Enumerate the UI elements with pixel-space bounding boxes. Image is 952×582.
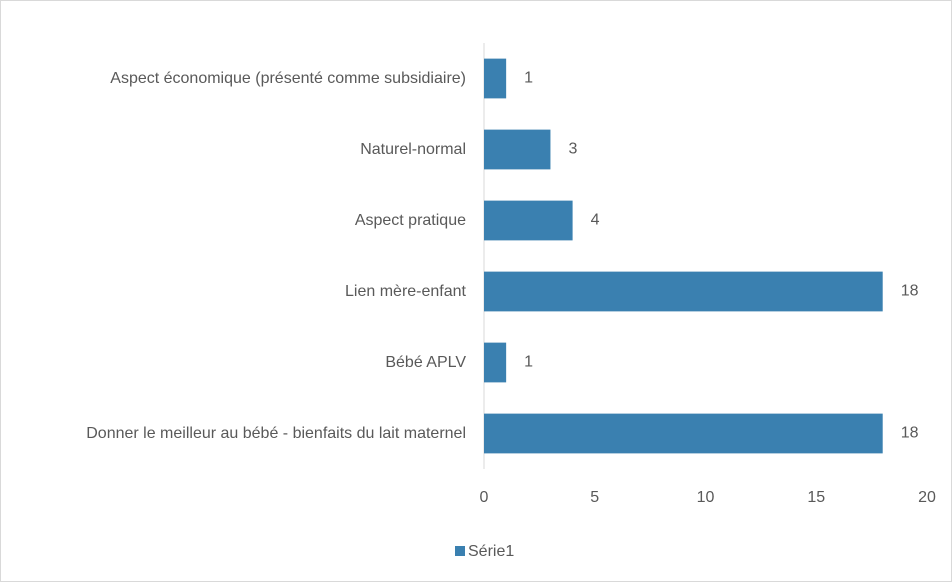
category-label-box: Donner le meilleur au bébé - bienfaits d…: [11, 423, 466, 445]
bar: [484, 413, 883, 454]
bar: [484, 129, 551, 170]
data-label: 18: [901, 283, 919, 300]
y-tick-label: Bébé APLV: [385, 353, 466, 371]
bar: [484, 342, 507, 383]
x-tick-label: 5: [590, 489, 599, 506]
y-tick-label: Aspect économique (présenté comme subsid…: [110, 69, 466, 87]
x-tick-label: 10: [697, 489, 715, 506]
category-label-box: Aspect pratique: [11, 210, 466, 232]
y-tick-label: Aspect pratique: [354, 211, 466, 229]
data-label: 4: [591, 212, 600, 229]
legend-label: Série1: [468, 543, 514, 560]
data-label: 1: [524, 354, 533, 371]
x-tick-label: 15: [807, 489, 825, 506]
bar: [484, 200, 573, 241]
category-label-box: Lien mère-enfant: [11, 281, 466, 303]
y-tick-label: Naturel-normal: [360, 140, 466, 158]
x-tick-label: 0: [480, 489, 489, 506]
legend-swatch: [455, 546, 465, 556]
bar: [484, 271, 883, 312]
category-label-box: Aspect économique (présenté comme subsid…: [11, 68, 466, 90]
y-tick-label: Donner le meilleur au bébé - bienfaits d…: [86, 424, 466, 442]
data-label: 18: [901, 425, 919, 442]
category-label-box: Naturel-normal: [11, 139, 466, 161]
y-tick-label: Lien mère-enfant: [345, 282, 466, 300]
data-label: 1: [524, 70, 533, 87]
bar: [484, 58, 507, 99]
category-label-box: Bébé APLV: [11, 352, 466, 374]
data-label: 3: [568, 141, 577, 158]
x-tick-label: 20: [918, 489, 936, 506]
